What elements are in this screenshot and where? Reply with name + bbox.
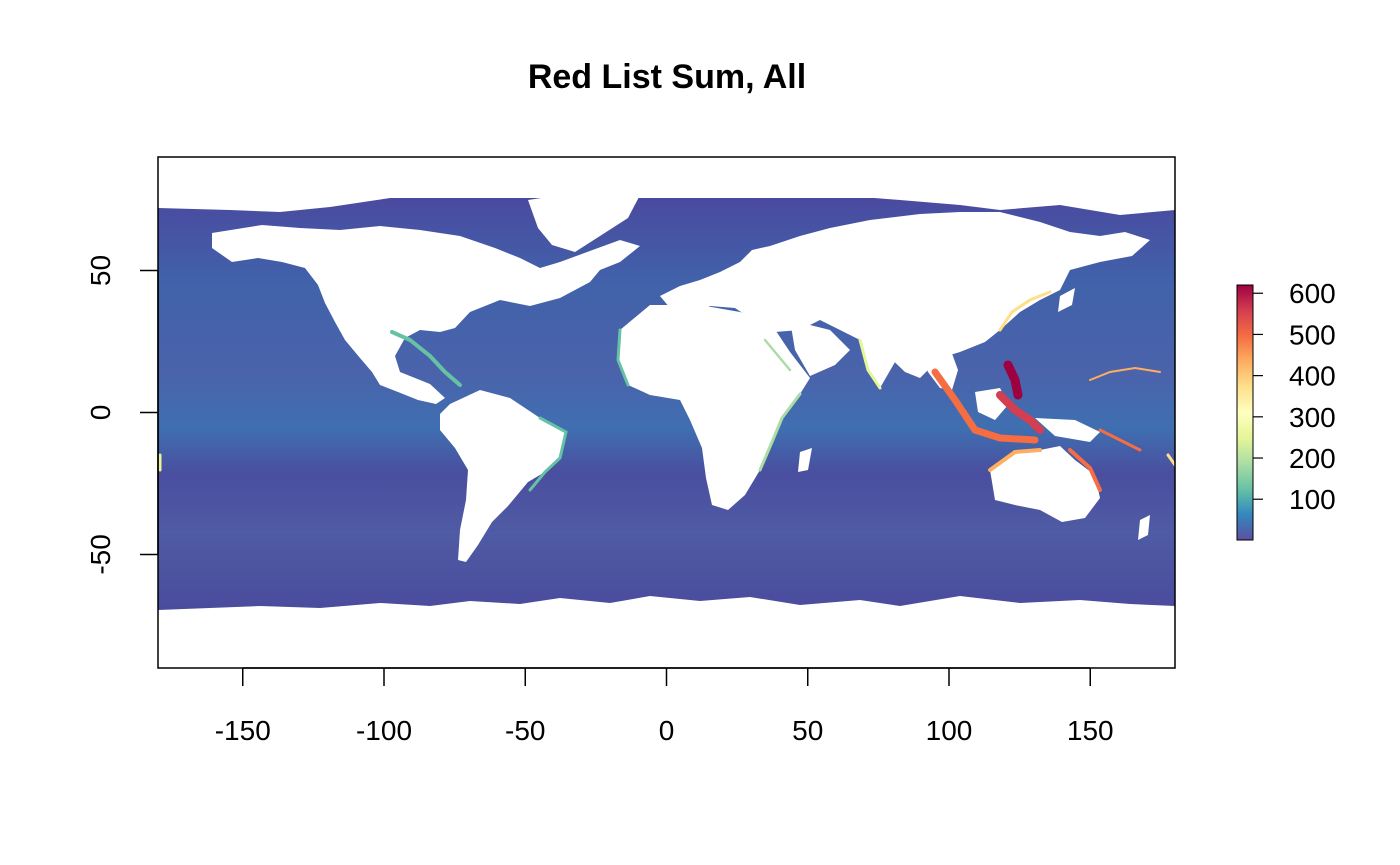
hotspot-great-barrier-reef bbox=[1068, 448, 1102, 492]
legend-ticks: 100 200 300 400 500 600 bbox=[1253, 278, 1336, 515]
y-tick-label: 50 bbox=[85, 255, 116, 286]
x-tick-label: -50 bbox=[505, 715, 545, 746]
hotspot-pacific-islands bbox=[1098, 428, 1142, 452]
legend-tick-label: 300 bbox=[1289, 402, 1336, 433]
india-land bbox=[860, 338, 900, 388]
antarctica-land bbox=[158, 596, 1175, 668]
greenland-land bbox=[528, 192, 640, 252]
new-guinea-land bbox=[1035, 418, 1100, 442]
coastal-hotspots bbox=[158, 290, 1175, 492]
africa-land bbox=[618, 305, 810, 510]
hotspot-east-africa bbox=[758, 392, 802, 472]
legend-tick-label: 600 bbox=[1289, 278, 1336, 309]
arabia-land bbox=[790, 320, 850, 376]
x-tick-label: 150 bbox=[1067, 715, 1114, 746]
hotspot-philippines bbox=[1003, 360, 1023, 400]
legend-tick-label: 100 bbox=[1289, 484, 1336, 515]
south-america-land bbox=[440, 390, 566, 562]
hotspot-east-asia bbox=[998, 290, 1052, 332]
hotspot-brazil-coast bbox=[528, 416, 568, 492]
x-tick-label: 100 bbox=[926, 715, 973, 746]
legend-tick-label: 200 bbox=[1289, 443, 1336, 474]
y-tick-label: -50 bbox=[85, 534, 116, 574]
madagascar-land bbox=[798, 448, 812, 472]
x-tick-label: -100 bbox=[356, 715, 412, 746]
legend-tick-label: 500 bbox=[1289, 319, 1336, 350]
y-axis: -50 0 50 bbox=[85, 255, 159, 575]
hotspot-date-line bbox=[1166, 453, 1175, 467]
legend-colorbar bbox=[1236, 284, 1254, 541]
hotspot-west-africa bbox=[616, 328, 630, 387]
indochina-land bbox=[920, 348, 958, 390]
x-tick-label: 50 bbox=[792, 715, 823, 746]
hotspot-caribbean bbox=[390, 330, 462, 387]
eurasia-land bbox=[660, 212, 1150, 378]
hotspot-coral-triangle-b bbox=[996, 391, 1044, 434]
hotspot-micronesia bbox=[1089, 366, 1161, 381]
hotspot-north-australia bbox=[988, 448, 1042, 472]
map-title: Red List Sum, All bbox=[527, 58, 807, 96]
x-tick-label: 0 bbox=[659, 715, 675, 746]
y-tick-label: 0 bbox=[85, 405, 116, 421]
hotspot-coral-triangle-a bbox=[931, 368, 1039, 444]
hotspot-red-sea bbox=[763, 338, 792, 372]
australia-land bbox=[990, 446, 1100, 522]
north-america-land bbox=[212, 225, 640, 404]
x-tick-label: -150 bbox=[215, 715, 271, 746]
map-raster bbox=[158, 157, 1175, 668]
legend-tick-label: 400 bbox=[1289, 361, 1336, 392]
arctic-nodata bbox=[158, 157, 1175, 215]
x-axis: -150 -100 -50 0 50 100 150 bbox=[215, 667, 1114, 746]
hotspot-india-coast bbox=[858, 338, 882, 390]
japan-land bbox=[1058, 288, 1075, 312]
new-zealand-land bbox=[1138, 515, 1150, 540]
